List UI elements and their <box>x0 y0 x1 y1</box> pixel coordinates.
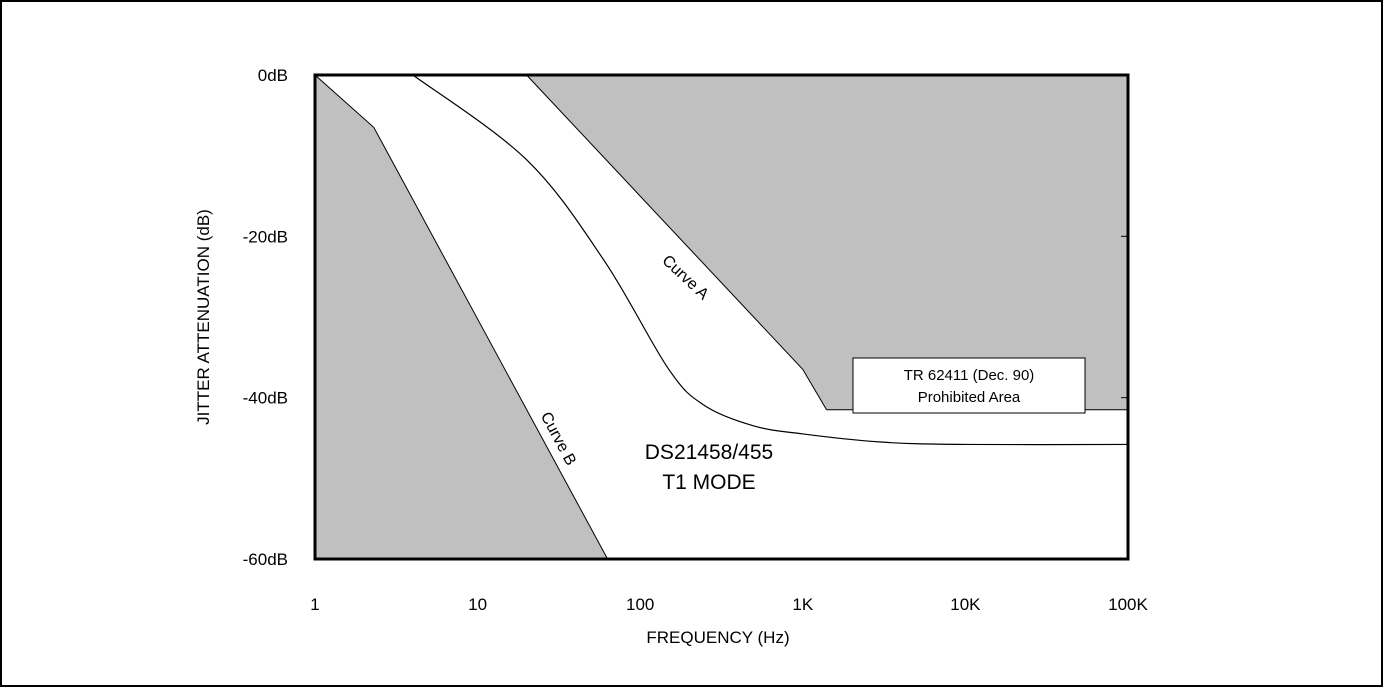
device-label-line1: DS21458/455 <box>645 441 773 464</box>
y-tick-label: -20dB <box>243 227 288 246</box>
y-tick-label: -40dB <box>243 389 288 408</box>
prohibited-area-line2: Prohibited Area <box>918 389 1021 406</box>
x-tick-label: 100 <box>626 595 654 614</box>
x-tick-labels: 1 10 100 1K 10K 100K <box>310 595 1148 614</box>
x-tick-label: 100K <box>1108 595 1148 614</box>
plot-area-border <box>313 73 1130 561</box>
x-tick-label: 10K <box>950 595 981 614</box>
x-tick-label: 1 <box>310 595 319 614</box>
y-tick-labels: 0dB -20dB -40dB -60dB <box>243 66 288 569</box>
device-curve-line <box>412 74 1129 446</box>
y-tick-label: 0dB <box>258 66 288 85</box>
device-label-line2: T1 MODE <box>662 471 755 494</box>
series-lines <box>412 74 1129 446</box>
prohibited-area-box: TR 62411 (Dec. 90) Prohibited Area <box>852 357 1086 414</box>
y-axis-title: JITTER ATTENUATION (dB) <box>194 209 213 425</box>
x-axis-title: FREQUENCY (Hz) <box>646 628 789 647</box>
x-tick-label: 10 <box>468 595 487 614</box>
axis-ticks <box>1121 74 1128 560</box>
prohibited-area-line1: TR 62411 (Dec. 90) <box>904 367 1035 384</box>
y-tick-label: -60dB <box>243 550 288 569</box>
x-tick-label: 1K <box>792 595 813 614</box>
